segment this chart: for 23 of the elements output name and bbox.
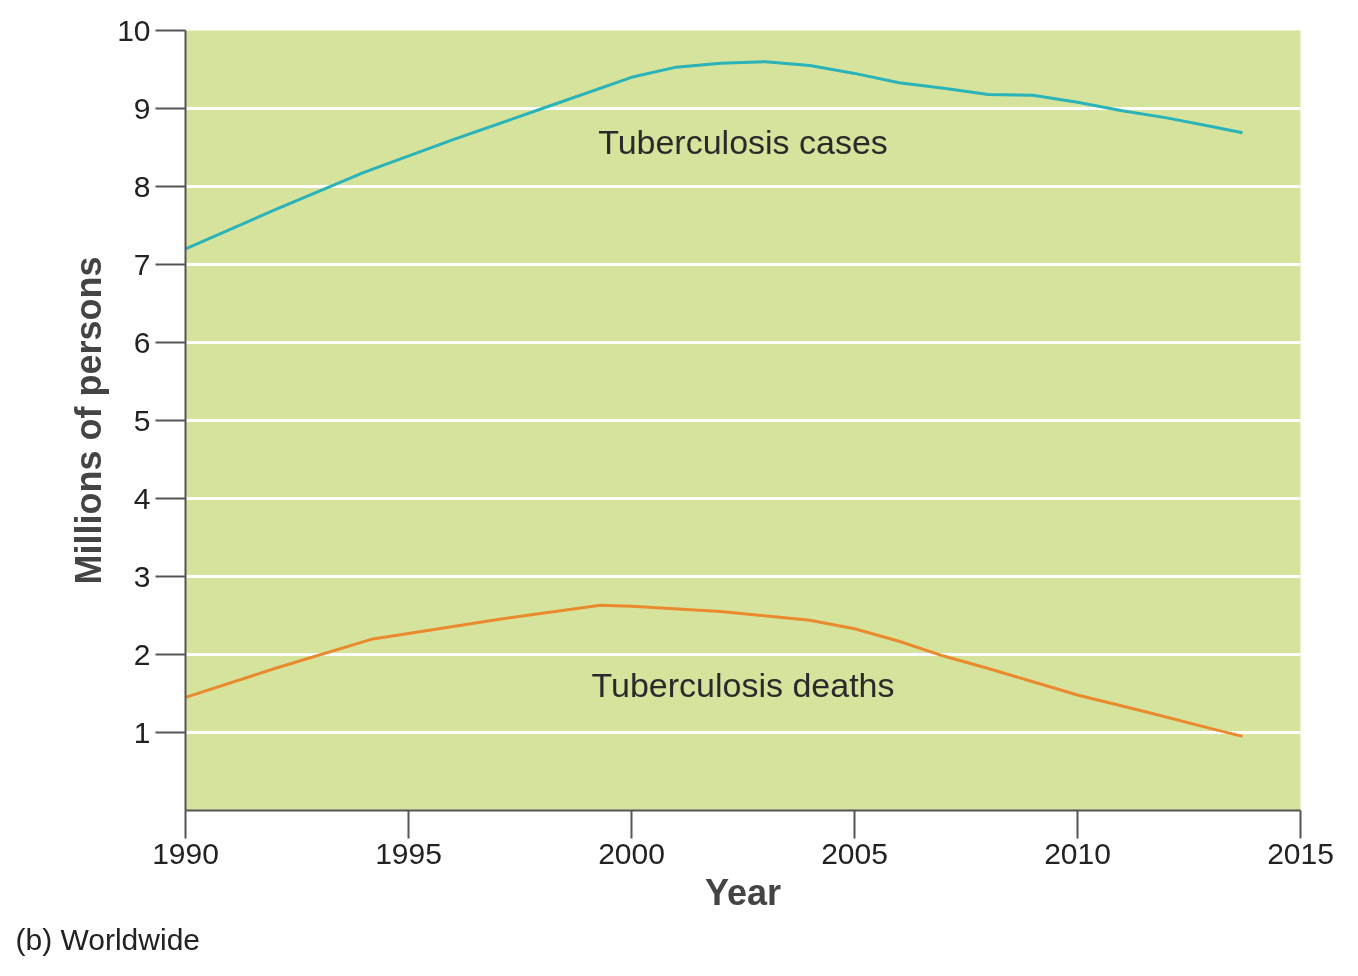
y-axis-title: Millions of persons — [68, 256, 110, 585]
y-tick-label: 5 — [133, 403, 151, 437]
y-tick-label: 10 — [117, 13, 151, 47]
y-tick-label: 6 — [133, 325, 151, 359]
line-series — [185, 603, 1245, 738]
x-tick-label: 2005 — [821, 836, 888, 870]
series-label: Tuberculosis deaths — [591, 666, 895, 705]
y-tick-label: 3 — [133, 559, 151, 593]
line-series — [185, 60, 1245, 251]
text: (b) Worldwide — [15, 922, 200, 956]
y-tick-label: 4 — [133, 481, 151, 515]
y-tick-label: 2 — [133, 637, 151, 671]
x-tick-label: 1990 — [152, 836, 219, 870]
y-tick-label: 9 — [133, 91, 151, 125]
x-tick-label: 1995 — [375, 836, 442, 870]
x-tick-label: 2015 — [1267, 836, 1334, 870]
x-tick-label: 2010 — [1044, 836, 1111, 870]
y-tick-label: 1 — [133, 715, 151, 749]
x-axis-title: Year — [704, 871, 782, 913]
y-tick-label: 7 — [133, 247, 151, 281]
x-tick-label: 2000 — [598, 836, 665, 870]
y-tick-label: 8 — [133, 169, 151, 203]
series-label: Tuberculosis cases — [598, 122, 888, 161]
